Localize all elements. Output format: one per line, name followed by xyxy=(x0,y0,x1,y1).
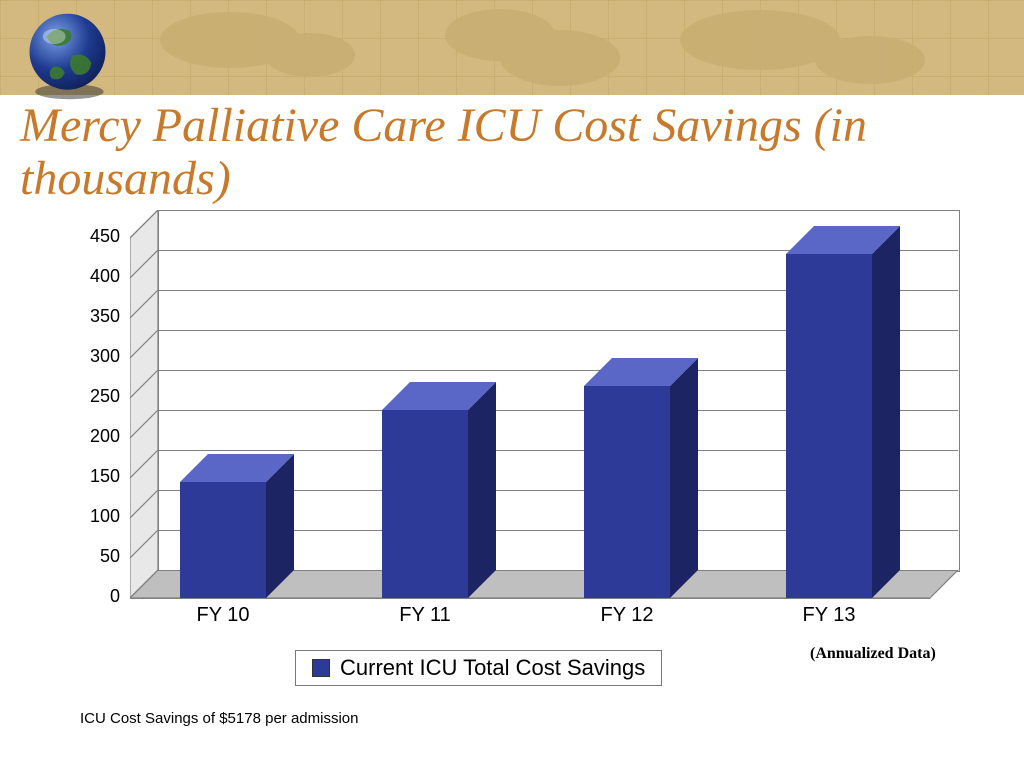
chart-grid-diагонal xyxy=(130,290,160,320)
x-tick-label: FY 11 xyxy=(352,604,498,627)
bar-top xyxy=(584,358,700,388)
y-tick-label: 100 xyxy=(70,506,120,527)
footnote: ICU Cost Savings of $5178 per admission xyxy=(80,710,400,728)
x-tick-label: FY 10 xyxy=(150,604,296,627)
bar-side xyxy=(670,358,700,600)
chart-grid-diагонal xyxy=(130,490,160,520)
chart-grid-diагонal xyxy=(130,210,160,240)
bar-top xyxy=(382,382,498,412)
chart-grid-diагонal xyxy=(130,410,160,440)
y-tick-label: 450 xyxy=(70,226,120,247)
y-tick-label: 300 xyxy=(70,346,120,367)
y-tick-label: 200 xyxy=(70,426,120,447)
chart-grid-diагонal xyxy=(130,530,160,560)
chart-gridline xyxy=(158,210,958,211)
y-tick-label: 150 xyxy=(70,466,120,487)
y-tick-label: 250 xyxy=(70,386,120,407)
x-tick-label: FY 12 xyxy=(554,604,700,627)
chart-legend: Current ICU Total Cost Savings xyxy=(295,650,662,686)
bar-side xyxy=(468,382,498,600)
x-tick-label: FY 13 xyxy=(756,604,902,627)
bar-top xyxy=(180,454,296,484)
bar-front xyxy=(180,482,266,598)
legend-swatch xyxy=(312,659,330,677)
chart-grid-diагонal xyxy=(130,250,160,280)
bar-front xyxy=(786,254,872,598)
chart-grid-diагонal xyxy=(130,370,160,400)
page-title: Mercy Palliative Care ICU Cost Savings (… xyxy=(20,100,980,206)
header-band xyxy=(0,0,1024,95)
chart-grid-diагонal xyxy=(130,570,160,600)
chart-grid-diагонal xyxy=(130,330,160,360)
legend-label: Current ICU Total Cost Savings xyxy=(340,655,645,681)
header-map-grid xyxy=(0,0,1024,95)
y-tick-label: 350 xyxy=(70,306,120,327)
bar-top xyxy=(786,226,902,256)
bar-chart: 050100150200250300350400450FY 10FY 11FY … xyxy=(70,232,970,667)
bar-side xyxy=(872,226,902,600)
bar-front xyxy=(382,410,468,598)
annualized-note: (Annualized Data) xyxy=(810,645,940,663)
chart-grid-diагонal xyxy=(130,450,160,480)
globe-icon xyxy=(20,8,115,103)
chart-baseline xyxy=(130,598,930,599)
y-tick-label: 400 xyxy=(70,266,120,287)
y-tick-label: 0 xyxy=(70,586,120,607)
y-tick-label: 50 xyxy=(70,546,120,567)
bar-front xyxy=(584,386,670,598)
